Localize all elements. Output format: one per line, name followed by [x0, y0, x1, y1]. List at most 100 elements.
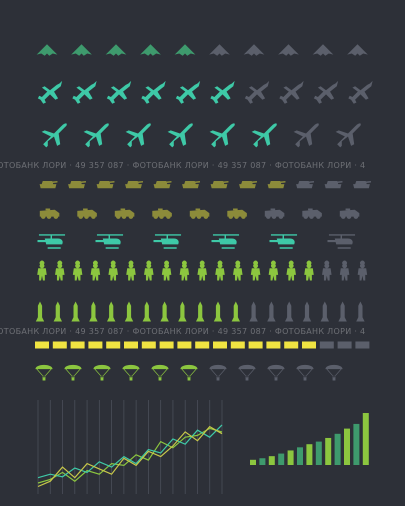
bar-chart	[250, 413, 369, 465]
helicopter-icon	[37, 234, 66, 249]
airliner-icon	[167, 123, 193, 148]
missile-icon	[142, 301, 151, 322]
missile-icon	[267, 301, 276, 322]
missile-icon	[338, 301, 347, 322]
fighter-jet-icon	[279, 80, 304, 104]
tank-icon	[239, 180, 257, 189]
watermark-line: ФОТОБАНК ЛОРИ · 49 357 087 · ФОТОБАНК ЛО…	[0, 327, 366, 336]
icon-row	[41, 123, 361, 148]
tank-icon	[153, 180, 172, 189]
paratrooper-icon	[267, 364, 285, 381]
airliner-icon	[209, 123, 235, 148]
bar	[278, 453, 285, 465]
armored-vehicle-icon	[77, 208, 97, 219]
stealth-bomber-icon	[174, 44, 196, 56]
missile-icon	[302, 301, 312, 322]
bar	[325, 437, 332, 465]
paratrooper-icon	[122, 364, 140, 381]
armored-vehicle-icon	[114, 208, 135, 219]
missile-icon	[160, 301, 169, 322]
stealth-bomber-icon	[347, 44, 368, 56]
tank-icon	[296, 180, 314, 189]
missile-icon	[71, 301, 80, 322]
bar	[306, 444, 313, 465]
soldier-icon	[215, 260, 225, 281]
tank-icon	[210, 180, 229, 189]
fighter-jet-icon	[141, 80, 166, 104]
tank-icon	[68, 180, 86, 189]
tank-icon	[96, 180, 115, 189]
armored-vehicle-icon	[152, 208, 172, 219]
armored-vehicle-icon	[264, 208, 285, 219]
fighter-jet-icon	[37, 80, 63, 104]
soldier-icon	[90, 260, 101, 281]
soldier-icon	[126, 260, 136, 281]
bar	[259, 458, 266, 465]
fighter-jet-icon	[210, 80, 235, 104]
stealth-bomber-icon	[243, 44, 265, 56]
soldier-icon	[108, 260, 118, 281]
missile-icon	[356, 301, 365, 322]
paratrooper-icon	[209, 364, 227, 381]
icon-row	[37, 234, 356, 249]
stealth-bomber-icon	[209, 44, 230, 56]
soldier-icon	[144, 260, 154, 281]
soldier-icon	[304, 260, 314, 281]
paratrooper-icon	[93, 364, 111, 381]
bar	[250, 459, 256, 465]
helicopter-icon	[95, 234, 124, 249]
stealth-bomber-icon	[140, 44, 161, 56]
fighter-jet-icon	[72, 80, 97, 104]
soldier-icon	[250, 260, 261, 281]
ammo-block-icon	[177, 341, 192, 349]
icon-row	[35, 341, 370, 349]
armored-vehicle-icon	[339, 208, 360, 219]
missile-icon	[124, 301, 134, 322]
bar	[297, 447, 303, 465]
soldier-icon	[233, 260, 243, 281]
helicopter-icon	[269, 234, 298, 249]
chart-series-line	[37, 425, 223, 488]
tank-icon	[267, 180, 286, 189]
airliner-icon	[293, 123, 319, 148]
airliner-icon	[83, 123, 109, 148]
ammo-block-icon	[159, 341, 174, 349]
line-chart	[37, 400, 223, 494]
ammo-block-icon	[230, 341, 245, 349]
paratrooper-icon	[151, 364, 169, 381]
airliner-icon	[335, 123, 361, 148]
paratrooper-icon	[180, 364, 198, 381]
bar	[344, 428, 350, 465]
paratrooper-icon	[64, 364, 82, 381]
tank-icon	[182, 180, 200, 189]
missile-icon	[53, 301, 62, 322]
helicopter-icon	[211, 234, 240, 249]
armored-vehicle-icon	[189, 208, 210, 219]
icon-row	[39, 208, 360, 219]
bar	[362, 413, 369, 465]
missile-icon	[178, 301, 187, 322]
ammo-block-icon	[88, 341, 103, 349]
watermark-line: ФОТОБАНК ЛОРИ · 49 357 087 · ФОТОБАНК ЛО…	[0, 161, 366, 170]
icon-row	[35, 301, 365, 322]
missile-icon	[35, 301, 45, 322]
soldier-icon	[161, 260, 172, 281]
fighter-jet-icon	[313, 80, 339, 104]
fighter-jet-icon	[106, 80, 132, 104]
icon-row	[37, 260, 368, 281]
missile-icon	[107, 301, 116, 322]
fighter-jet-icon	[175, 80, 201, 104]
soldier-icon	[197, 260, 207, 281]
soldier-icon	[268, 260, 279, 281]
armored-vehicle-icon	[302, 208, 322, 219]
ammo-block-icon	[337, 341, 352, 349]
paratrooper-icon	[296, 364, 314, 381]
ammo-block-icon	[141, 341, 156, 349]
icon-row	[36, 44, 368, 56]
missile-icon	[213, 301, 223, 322]
stealth-bomber-icon	[36, 44, 58, 56]
ammo-block-icon	[213, 341, 227, 349]
paratrooper-icon	[325, 364, 343, 381]
tank-icon	[125, 180, 143, 189]
airliner-icon	[125, 123, 151, 148]
